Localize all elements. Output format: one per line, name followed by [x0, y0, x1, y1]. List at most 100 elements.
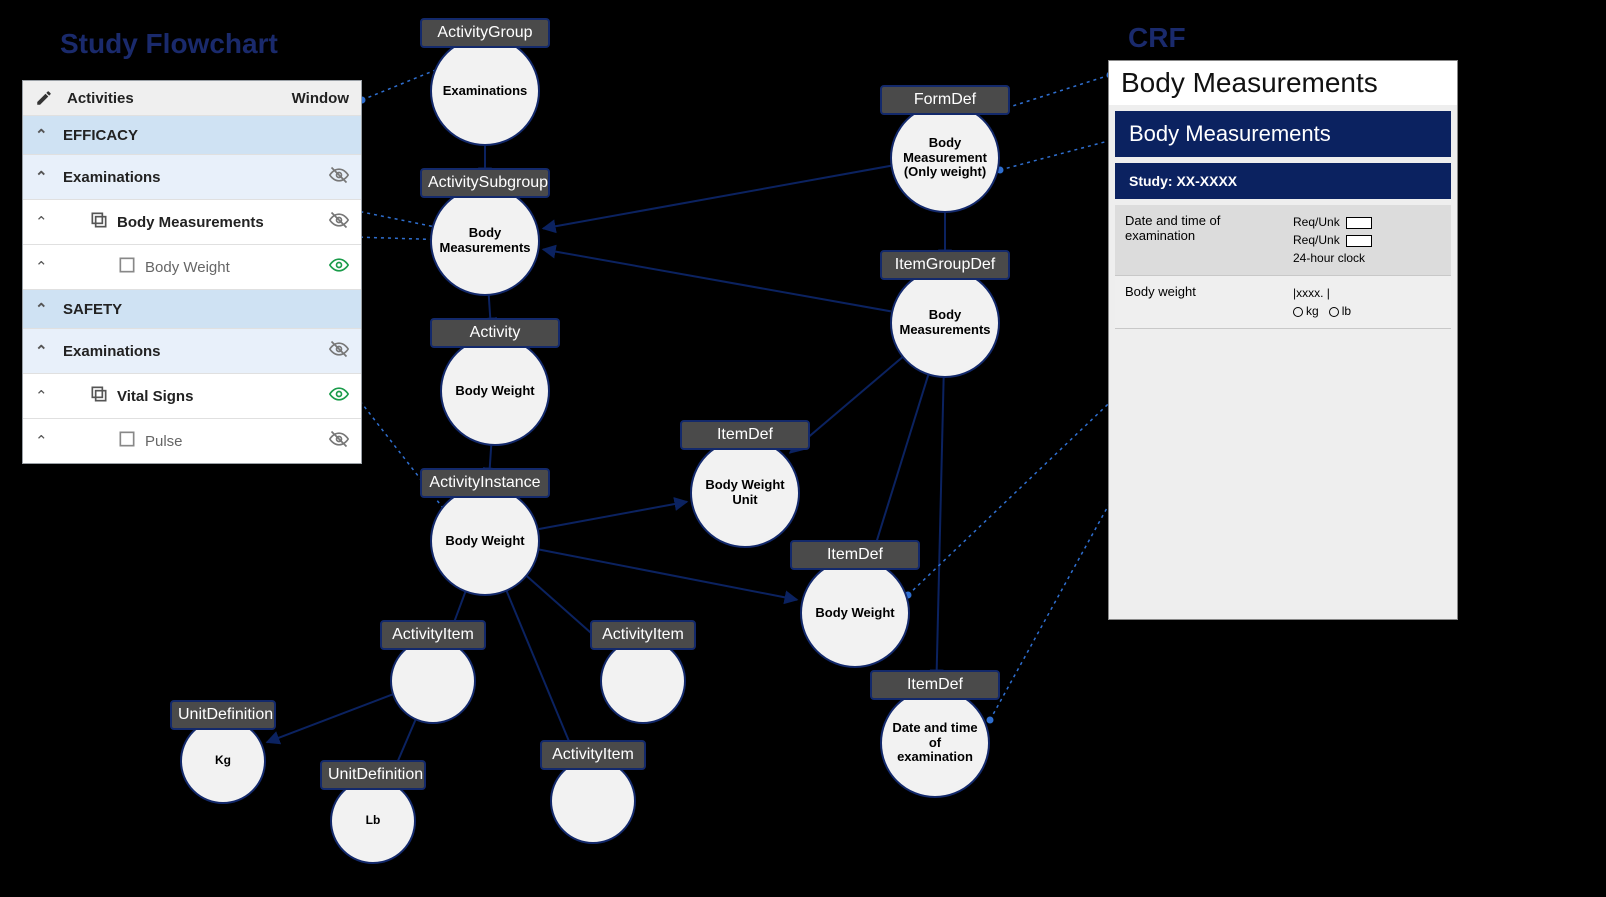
eye-off-icon[interactable] — [329, 210, 349, 234]
node-label: ActivityItem — [540, 740, 646, 770]
flowchart-row-label: EFFICACY — [63, 127, 138, 144]
edge-solid — [936, 376, 943, 682]
node-label: ItemDef — [870, 670, 1000, 700]
chevron-icon[interactable]: ⌃ — [35, 258, 53, 276]
node-text — [390, 638, 476, 724]
crf-subtitle-bar: Body Measurements — [1115, 111, 1451, 157]
node-text: Lb — [330, 778, 416, 864]
node-activity[interactable]: ActivityBody Weight — [430, 318, 560, 446]
node-label: ActivityItem — [380, 620, 486, 650]
node-text: Body Weight Unit — [690, 438, 800, 548]
node-label: UnitDefinition — [170, 700, 276, 730]
edge-solid — [539, 550, 797, 600]
node-label: ActivityInstance — [420, 468, 550, 498]
flowchart-row[interactable]: ⌃ Examinations — [23, 154, 361, 199]
edge-dotted — [1000, 140, 1112, 170]
chevron-icon[interactable]: ⌃ — [35, 342, 53, 360]
flowchart-row[interactable]: ⌃ Body Measurements — [23, 199, 361, 244]
flowchart-row[interactable]: ⌃ Body Weight — [23, 244, 361, 289]
checkbox-icon — [117, 429, 137, 449]
node-activity-item1[interactable]: ActivityItem — [380, 620, 486, 724]
flowchart-title: Study Flowchart — [60, 28, 278, 60]
node-unitdef-kg[interactable]: UnitDefinitionKg — [170, 700, 276, 804]
node-text: Body Measurement (Only weight) — [890, 103, 1000, 213]
flowchart-header-left: Activities — [67, 90, 134, 107]
checkbox-icon — [117, 255, 137, 275]
node-activity-subgroup[interactable]: ActivitySubgroupBody Measurements — [420, 168, 550, 296]
node-itemdef-weight[interactable]: ItemDefBody Weight — [790, 540, 920, 668]
chevron-icon[interactable]: ⌃ — [35, 213, 53, 231]
crf-row2-left: Body weight — [1115, 276, 1283, 329]
crf-title: CRF — [1128, 22, 1186, 54]
edge-dotted — [1000, 75, 1110, 110]
eye-off-icon[interactable] — [329, 339, 349, 363]
eye-on-icon[interactable] — [329, 255, 349, 279]
chevron-icon[interactable]: ⌃ — [35, 432, 53, 450]
node-label: ItemDef — [790, 540, 920, 570]
flowchart-row[interactable]: ⌃ Pulse — [23, 418, 361, 463]
chevron-icon[interactable]: ⌃ — [35, 168, 53, 186]
edge-solid — [543, 166, 891, 229]
chevron-icon[interactable]: ⌃ — [35, 126, 53, 144]
node-itemgroupdef[interactable]: ItemGroupDefBody Measurements — [880, 250, 1010, 378]
flowchart-panel: Activities Window ⌃ EFFICACY ⌃ Examinations… — [22, 80, 362, 464]
node-label: ItemGroupDef — [880, 250, 1010, 280]
chevron-icon[interactable]: ⌃ — [35, 300, 53, 318]
node-activity-item2[interactable]: ActivityItem — [590, 620, 696, 724]
node-text: Body Weight — [440, 336, 550, 446]
node-itemdef-date[interactable]: ItemDefDate and time of examination — [870, 670, 1000, 798]
node-text: Body Weight — [430, 486, 540, 596]
node-formdef[interactable]: FormDefBody Measurement (Only weight) — [880, 85, 1010, 213]
eye-off-icon[interactable] — [329, 429, 349, 453]
eye-on-icon[interactable] — [329, 384, 349, 408]
crf-row1-right: Req/Unk Req/Unk 24-hour clock — [1283, 205, 1451, 276]
edge-solid — [543, 249, 891, 311]
node-label: ActivityGroup — [420, 18, 550, 48]
node-itemdef-unit[interactable]: ItemDefBody Weight Unit — [680, 420, 810, 548]
flowchart-row-label: Examinations — [63, 343, 161, 360]
node-text: Body Measurements — [890, 268, 1000, 378]
edge-solid — [267, 694, 393, 742]
flowchart-row[interactable]: ⌃ Examinations — [23, 328, 361, 373]
crf-study-bar: Study: XX-XXXX — [1115, 163, 1451, 199]
edge-solid — [872, 374, 928, 555]
flowchart-row-label: Body Measurements — [117, 214, 264, 231]
edge-solid — [539, 502, 687, 529]
copy-icon — [89, 210, 109, 230]
node-activity-instance[interactable]: ActivityInstanceBody Weight — [420, 468, 550, 596]
flowchart-row[interactable]: ⌃ Vital Signs — [23, 373, 361, 418]
flowchart-row[interactable]: ⌃ SAFETY — [23, 289, 361, 328]
node-label: ActivityItem — [590, 620, 696, 650]
node-label: FormDef — [880, 85, 1010, 115]
crf-row2-right: |xxxx. | kg lb — [1283, 276, 1451, 329]
node-activity-group[interactable]: ActivityGroupExaminations — [420, 18, 550, 146]
flowchart-row-label: Body Weight — [145, 259, 230, 276]
node-text — [550, 758, 636, 844]
flowchart-row-label: Examinations — [63, 169, 161, 186]
flowchart-row-label: Pulse — [145, 433, 183, 450]
node-label: ItemDef — [680, 420, 810, 450]
crf-main-title: Body Measurements — [1109, 61, 1457, 105]
flowchart-row-label: SAFETY — [63, 301, 122, 318]
node-text: Kg — [180, 718, 266, 804]
flowchart-header: Activities Window — [23, 81, 361, 115]
chevron-icon[interactable]: ⌃ — [35, 387, 53, 405]
node-unitdef-lb[interactable]: UnitDefinitionLb — [320, 760, 426, 864]
node-label: UnitDefinition — [320, 760, 426, 790]
edge-solid — [506, 590, 575, 756]
crf-panel: Body Measurements Body Measurements Stud… — [1108, 60, 1458, 620]
node-text: Body Measurements — [430, 186, 540, 296]
flowchart-row-label: Vital Signs — [117, 388, 193, 405]
node-activity-item3[interactable]: ActivityItem — [540, 740, 646, 844]
node-text: Date and time of examination — [880, 688, 990, 798]
flowchart-row[interactable]: ⌃ EFFICACY — [23, 115, 361, 154]
node-text: Examinations — [430, 36, 540, 146]
pencil-icon[interactable] — [35, 89, 53, 107]
node-label: Activity — [430, 318, 560, 348]
crf-row1-left: Date and time of examination — [1115, 205, 1283, 276]
eye-off-icon[interactable] — [329, 165, 349, 189]
node-label: ActivitySubgroup — [420, 168, 550, 198]
node-text — [600, 638, 686, 724]
flowchart-header-right: Window — [292, 90, 349, 107]
node-text: Body Weight — [800, 558, 910, 668]
